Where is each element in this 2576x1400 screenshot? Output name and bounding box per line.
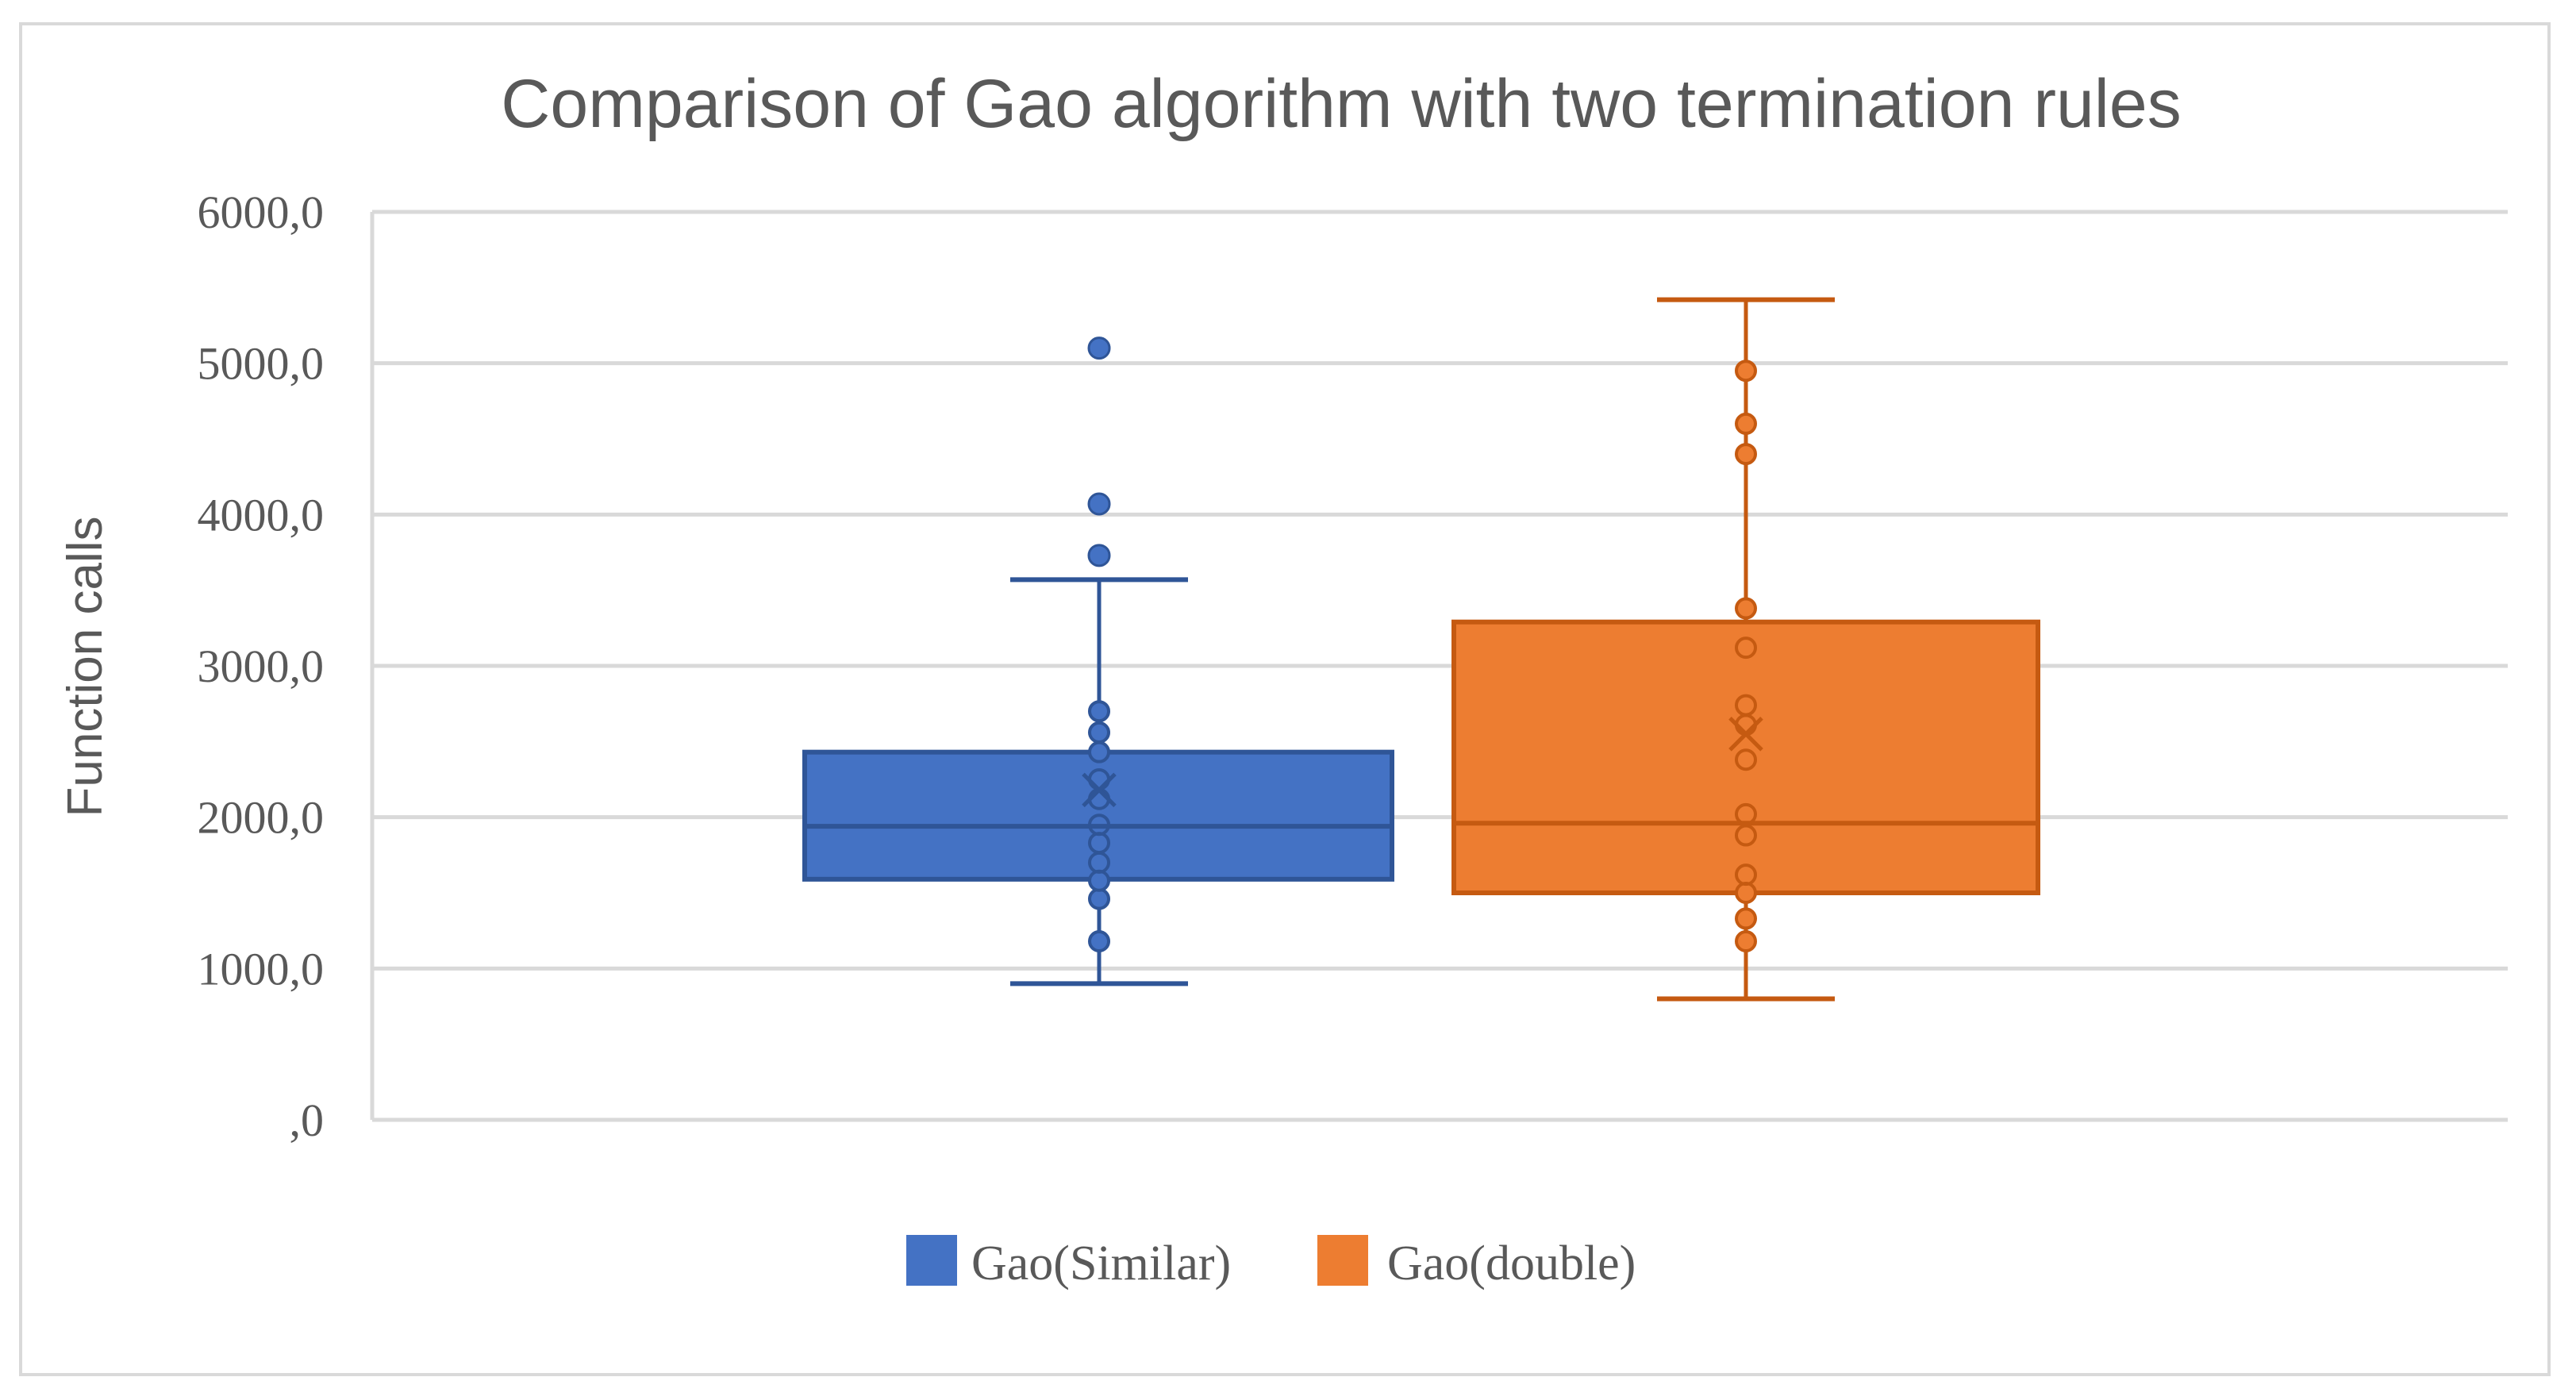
legend-swatch-gao-similar bbox=[906, 1235, 957, 1286]
data-point bbox=[1735, 748, 1757, 771]
y-tick-label: 6000,0 bbox=[198, 187, 325, 238]
outlier-point bbox=[1087, 492, 1111, 516]
mean-marker-icon bbox=[1082, 772, 1117, 808]
boxes bbox=[802, 297, 2040, 1002]
y-tick-label: 4000,0 bbox=[198, 489, 325, 540]
chart-title: Comparison of Gao algorithm with two ter… bbox=[501, 66, 2181, 142]
gridlines bbox=[370, 210, 2508, 1122]
legend-swatch-gao-double bbox=[1317, 1235, 1368, 1286]
data-point bbox=[1735, 930, 1757, 953]
chart-frame bbox=[19, 22, 2551, 1376]
outlier-point bbox=[1087, 337, 1111, 360]
data-point bbox=[1735, 694, 1757, 717]
data-point bbox=[1088, 721, 1110, 744]
data-point bbox=[1088, 740, 1110, 763]
y-tick-label: 5000,0 bbox=[198, 338, 325, 390]
y-axis-ticks: ,0 1000,0 2000,0 3000,0 4000,0 5000,0 6000,0 bbox=[198, 187, 325, 1146]
data-point bbox=[1735, 824, 1757, 847]
data-point bbox=[1735, 443, 1757, 466]
y-tick-label: 1000,0 bbox=[198, 943, 325, 994]
box-gao-similar bbox=[802, 337, 1394, 987]
data-point bbox=[1088, 930, 1110, 953]
box-iqr bbox=[1451, 619, 2040, 895]
data-point bbox=[1088, 700, 1110, 723]
legend-label-gao-double: Gao(double) bbox=[1387, 1237, 1636, 1290]
y-tick-label: 3000,0 bbox=[198, 640, 325, 692]
data-point bbox=[1735, 907, 1757, 930]
legend: Gao(Similar) Gao(double) bbox=[906, 1235, 1636, 1290]
y-axis-label: Function calls bbox=[58, 516, 113, 817]
data-point bbox=[1088, 869, 1110, 892]
box-gao-double bbox=[1451, 297, 2040, 1002]
data-point bbox=[1088, 887, 1110, 910]
y-tick-label: ,0 bbox=[290, 1094, 325, 1146]
data-point bbox=[1735, 863, 1757, 887]
data-point bbox=[1735, 637, 1757, 660]
mean-marker-icon bbox=[1728, 717, 1763, 752]
y-tick-label: 2000,0 bbox=[198, 792, 325, 844]
outlier-point bbox=[1087, 544, 1111, 567]
data-point bbox=[1735, 597, 1757, 620]
data-point bbox=[1088, 813, 1110, 837]
data-point bbox=[1735, 412, 1757, 435]
data-point bbox=[1735, 360, 1757, 383]
data-point bbox=[1735, 802, 1757, 825]
legend-label-gao-similar: Gao(Similar) bbox=[971, 1237, 1231, 1290]
data-point bbox=[1735, 882, 1757, 904]
